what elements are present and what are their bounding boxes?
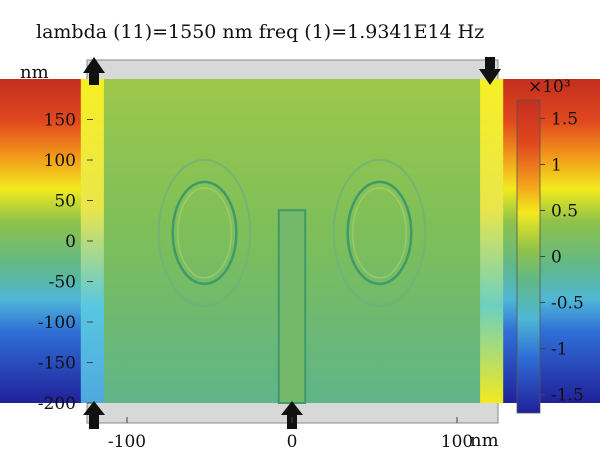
- y-tick-label: 50: [54, 192, 76, 212]
- y-tick-label: 100: [44, 151, 76, 171]
- x-tick-label: 100: [441, 432, 473, 452]
- port-arrow-3: [83, 401, 105, 429]
- port-arrow-2: [479, 57, 501, 85]
- y-tick-label: 0: [65, 232, 76, 252]
- y-axis: 150 100 50 0 -50 -100 -150 -200: [38, 111, 93, 414]
- colorbar-tick-label: 0: [551, 248, 562, 268]
- x-tick-label: -100: [108, 432, 146, 452]
- x-unit-label: nm: [470, 430, 499, 451]
- y-tick-label: -50: [49, 273, 76, 293]
- y-tick-label: -200: [38, 394, 76, 414]
- colorbar-tick-label: -0.5: [551, 294, 584, 314]
- x-tick-label: 0: [287, 432, 298, 452]
- plot-area: [0, 57, 600, 429]
- port-arrows: [83, 57, 501, 429]
- colorbar-tick-label: 1: [551, 155, 562, 175]
- ring-inner-1: [177, 187, 233, 279]
- colorbar-tick-label: 1.5: [551, 109, 578, 129]
- ring-2: [346, 180, 413, 286]
- ring-outer-2: [332, 158, 427, 307]
- figure-title: lambda (11)=1550 nm freq (1)=1.9341E14 H…: [36, 21, 484, 43]
- colorbar-ticks: 1.5 1 0.5 0 -0.5 -1 -1.5: [540, 109, 584, 406]
- y-tick-label: -150: [38, 354, 76, 374]
- colorbar-exponent: ×10³: [528, 77, 571, 97]
- port-arrow-4: [281, 401, 303, 429]
- port-arrow-1: [83, 57, 105, 85]
- ring-resonators: [157, 158, 427, 307]
- colorbar: [516, 99, 541, 414]
- ring-inner-2: [351, 187, 407, 279]
- center-bus-waveguide: [277, 209, 307, 404]
- y-unit-label: nm: [20, 62, 49, 83]
- right-edge-field: [480, 79, 504, 403]
- y-tick-label: -100: [38, 313, 76, 333]
- y-tick-label: 150: [44, 111, 76, 131]
- ring-1: [171, 180, 238, 286]
- colorbar-tick-label: -1.5: [551, 386, 584, 406]
- ring-outer-1: [157, 158, 252, 307]
- colorbar-tick-label: -1: [551, 340, 568, 360]
- colorbar-tick-label: 0.5: [551, 201, 578, 221]
